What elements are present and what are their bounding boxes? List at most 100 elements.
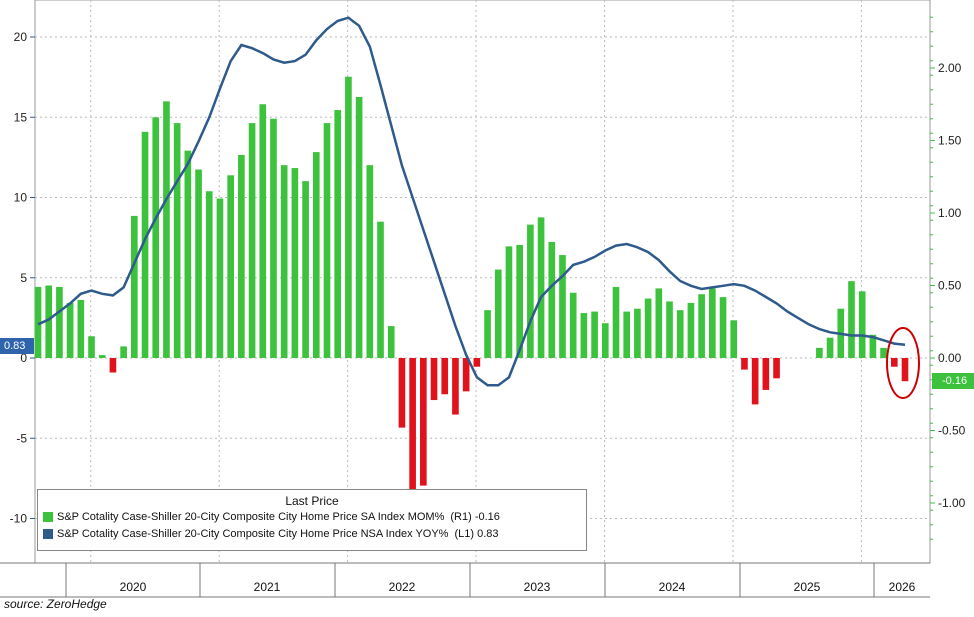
left-tick-label: 5 <box>20 271 27 285</box>
mom-bar <box>238 155 245 358</box>
mom-bar <box>280 165 288 358</box>
mom-bar <box>120 346 127 358</box>
mom-bar <box>901 358 909 382</box>
axes: 2020 2021 2022 2023 2024 2025 2026 -10 -5 0 5 10 15 2… <box>0 16 966 598</box>
mom-bar <box>666 301 673 358</box>
mom-bar <box>537 217 545 358</box>
left-tick-label: -5 <box>16 431 27 445</box>
mom-bars <box>34 76 909 501</box>
left-last-price: 0.83 <box>4 340 26 352</box>
mom-bar <box>88 336 95 358</box>
mom-bar <box>409 358 416 501</box>
mom-bar <box>730 320 738 358</box>
right-tick-label: 0.00 <box>938 351 962 365</box>
mom-bar <box>494 269 502 358</box>
x-tick-label: 2020 <box>120 580 147 594</box>
mom-bar <box>890 358 898 367</box>
mom-bar <box>227 175 234 358</box>
mom-bar <box>163 101 170 358</box>
mom-bar <box>387 326 395 358</box>
mom-bar <box>580 313 588 358</box>
mom-bar <box>377 221 384 358</box>
mom-bar <box>430 358 438 401</box>
right-tick-label: 1.50 <box>938 134 962 148</box>
mom-bar <box>655 288 663 358</box>
mom-bar <box>826 337 834 358</box>
legend-label-yoy: S&P Cotality Case-Shiller 20-City Compos… <box>57 527 449 540</box>
mom-bar <box>687 302 695 358</box>
left-tick-label: 15 <box>14 110 28 124</box>
left-tick-label: 10 <box>14 191 28 205</box>
mom-bar <box>698 294 705 358</box>
x-tick-label: 2021 <box>254 580 281 594</box>
mom-bar <box>195 169 202 358</box>
mom-bar <box>45 285 53 358</box>
mom-bar <box>141 131 149 358</box>
legend-value-mom: (R1) -0.16 <box>450 510 500 523</box>
mom-bar <box>848 281 855 358</box>
mom-bar <box>34 286 42 358</box>
mom-bar <box>858 291 866 358</box>
mom-bar <box>420 358 427 486</box>
x-tick-label: 2025 <box>794 580 821 594</box>
mom-bar <box>441 358 449 395</box>
left-tick-label: 0 <box>20 351 27 365</box>
mom-bar <box>452 358 459 415</box>
mom-bar <box>205 191 213 358</box>
left-last-price-tag: 0.83 <box>0 338 34 354</box>
mom-bar <box>751 358 759 405</box>
mom-bar <box>270 118 277 358</box>
mom-bar <box>623 311 631 358</box>
mom-bar <box>773 358 780 379</box>
mom-bar <box>527 224 534 358</box>
legend-item-yoy: S&P Cotality Case-Shiller 20-City Compos… <box>38 525 586 542</box>
mom-bar <box>345 76 352 358</box>
right-tick-label: -1.00 <box>938 496 966 510</box>
mom-bar <box>312 152 320 358</box>
mom-bar <box>591 311 598 358</box>
mom-bar <box>366 165 374 358</box>
mom-bar <box>505 246 513 358</box>
mom-bar <box>741 358 748 370</box>
mom-bar <box>248 123 256 358</box>
mom-bar <box>259 104 267 358</box>
left-tick-label: -10 <box>10 512 28 526</box>
legend-item-mom: S&P Cotality Case-Shiller 20-City Compos… <box>38 508 586 525</box>
mom-bar <box>709 288 716 358</box>
mom-bar <box>719 297 727 358</box>
right-last-price-tag: -0.16 <box>932 373 974 389</box>
legend-value-yoy: (L1) 0.83 <box>454 527 499 540</box>
left-tick-label: 20 <box>14 30 28 44</box>
highlight-circle <box>886 327 920 399</box>
mom-bar <box>152 117 160 358</box>
mom-bar <box>516 244 523 358</box>
mom-bar <box>302 181 309 358</box>
mom-bar <box>56 286 63 358</box>
mom-bar <box>548 242 556 358</box>
mom-bar <box>559 255 566 358</box>
mom-bar <box>131 215 138 358</box>
x-tick-label: 2024 <box>659 580 686 594</box>
mom-bar <box>644 298 652 358</box>
mom-bar <box>462 358 470 392</box>
legend-label-mom: S&P Cotality Case-Shiller 20-City Compos… <box>57 510 445 523</box>
right-tick-label: 1.00 <box>938 206 962 220</box>
x-tick-label: 2023 <box>524 580 551 594</box>
mom-bar <box>880 347 887 358</box>
mom-bar <box>484 310 491 358</box>
mom-bar <box>77 300 85 358</box>
legend-swatch-yoy <box>43 528 53 539</box>
legend-title: Last Price <box>285 494 339 508</box>
mom-bar <box>676 310 684 358</box>
right-last-price: -0.16 <box>942 375 968 387</box>
mom-bar <box>473 358 481 367</box>
mom-bar <box>601 323 609 358</box>
right-tick-label: 2.00 <box>938 61 962 75</box>
mom-bar <box>98 355 106 358</box>
legend: Last Price S&P Cotality Case-Shiller 20-… <box>37 489 587 551</box>
mom-bar <box>216 198 224 358</box>
mom-bar <box>762 358 770 390</box>
mom-bar <box>109 358 117 373</box>
